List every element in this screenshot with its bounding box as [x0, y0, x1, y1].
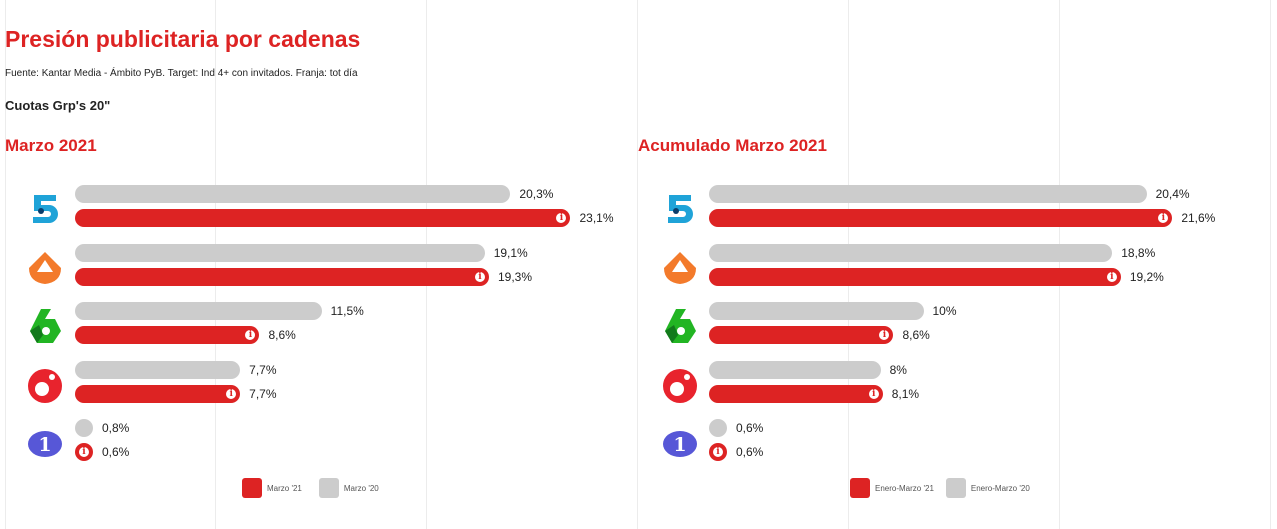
bar-current-1: [75, 267, 489, 286]
data-label: 8%: [889, 362, 907, 377]
data-label: 8,6%: [268, 328, 296, 342]
panel-title-marzo: Marzo 2021: [5, 136, 97, 155]
telecinco-logo: [25, 189, 65, 229]
data-label: 19,2%: [1129, 269, 1164, 284]
legend-label: Marzo '21: [267, 483, 302, 493]
data-label: 10%: [932, 304, 957, 318]
page-title: Presión publicitaria por cadenas: [5, 26, 361, 52]
data-label: 7,7%: [249, 362, 277, 377]
data-label: 0,6%: [102, 445, 130, 459]
antena3-logo: [660, 248, 700, 288]
info-icon[interactable]: i: [473, 270, 486, 283]
info-icon[interactable]: i: [1157, 212, 1170, 224]
bar-previous-3: [75, 360, 241, 379]
data-label: 20,4%: [1155, 187, 1190, 201]
legend-swatch-current: [850, 478, 870, 498]
data-label: 19,3%: [497, 269, 533, 284]
legend: Enero-Marzo '21 Enero-Marzo '20: [850, 478, 1030, 498]
data-label: 0,6%: [736, 445, 764, 459]
data-label: 21,6%: [1181, 211, 1216, 225]
bar-previous-4: [75, 419, 93, 437]
bar-previous-1: [75, 243, 485, 262]
bar-previous-2: [709, 302, 924, 320]
data-label: 7,7%: [249, 386, 277, 401]
legend-label: Enero-Marzo '20: [970, 483, 1030, 493]
lasexta-logo: [25, 306, 65, 346]
legend-swatch-current: [242, 478, 262, 498]
subtitle: Cuotas Grp's 20": [5, 98, 111, 113]
antena3-logo: [25, 248, 65, 288]
info-icon[interactable]: i: [78, 446, 90, 458]
cuatro-logo: [660, 365, 700, 405]
bar-previous-3: [709, 360, 881, 379]
data-label: 18,8%: [1121, 245, 1156, 260]
info-icon[interactable]: i: [1105, 270, 1118, 283]
bar-current-2: [709, 326, 894, 344]
legend-swatch-previous: [318, 478, 339, 498]
bar-previous-0: [709, 185, 1147, 203]
bar-current-1: [709, 267, 1121, 286]
bar-current-0: [75, 209, 571, 227]
bar-previous-4: [709, 419, 727, 437]
la1-logo: 1: [660, 423, 700, 463]
data-label: 8,1%: [891, 386, 920, 401]
bar-previous-1: [709, 243, 1113, 262]
data-label: 0,6%: [736, 421, 764, 435]
data-label: 23,1%: [579, 211, 614, 225]
bar-previous-0: [75, 185, 511, 203]
info-icon[interactable]: i: [878, 329, 891, 341]
info-icon[interactable]: i: [555, 212, 568, 224]
bar-previous-2: [75, 302, 322, 320]
source-note: Fuente: Kantar Media - Ámbito PyB. Targe…: [5, 68, 358, 79]
bar-current-2: [75, 326, 260, 344]
la1-logo: 1: [25, 423, 65, 463]
data-label: 0,8%: [102, 421, 130, 435]
bar-current-3: [75, 384, 241, 403]
data-label: 20,3%: [519, 187, 554, 201]
bar-current-3: [709, 384, 883, 403]
info-icon[interactable]: i: [867, 387, 880, 400]
cuatro-logo: [25, 365, 65, 405]
info-icon[interactable]: i: [712, 446, 724, 458]
legend: Marzo '21 Marzo '20: [242, 478, 379, 498]
telecinco-logo: [660, 189, 700, 229]
legend-label: Marzo '20: [343, 483, 379, 493]
data-label: 11,5%: [330, 304, 364, 318]
info-icon[interactable]: i: [244, 329, 257, 341]
data-label: 19,1%: [493, 245, 528, 260]
panel-title-acumulado: Acumulado Marzo 2021: [638, 136, 827, 155]
bar-current-0: [709, 209, 1173, 227]
svg-text:1: 1: [673, 434, 686, 456]
svg-text:1: 1: [38, 434, 51, 456]
legend-swatch-previous: [945, 478, 966, 498]
info-icon[interactable]: i: [225, 387, 238, 400]
lasexta-logo: [660, 306, 700, 346]
data-label: 8,6%: [902, 328, 930, 342]
legend-label: Enero-Marzo '21: [875, 483, 934, 493]
